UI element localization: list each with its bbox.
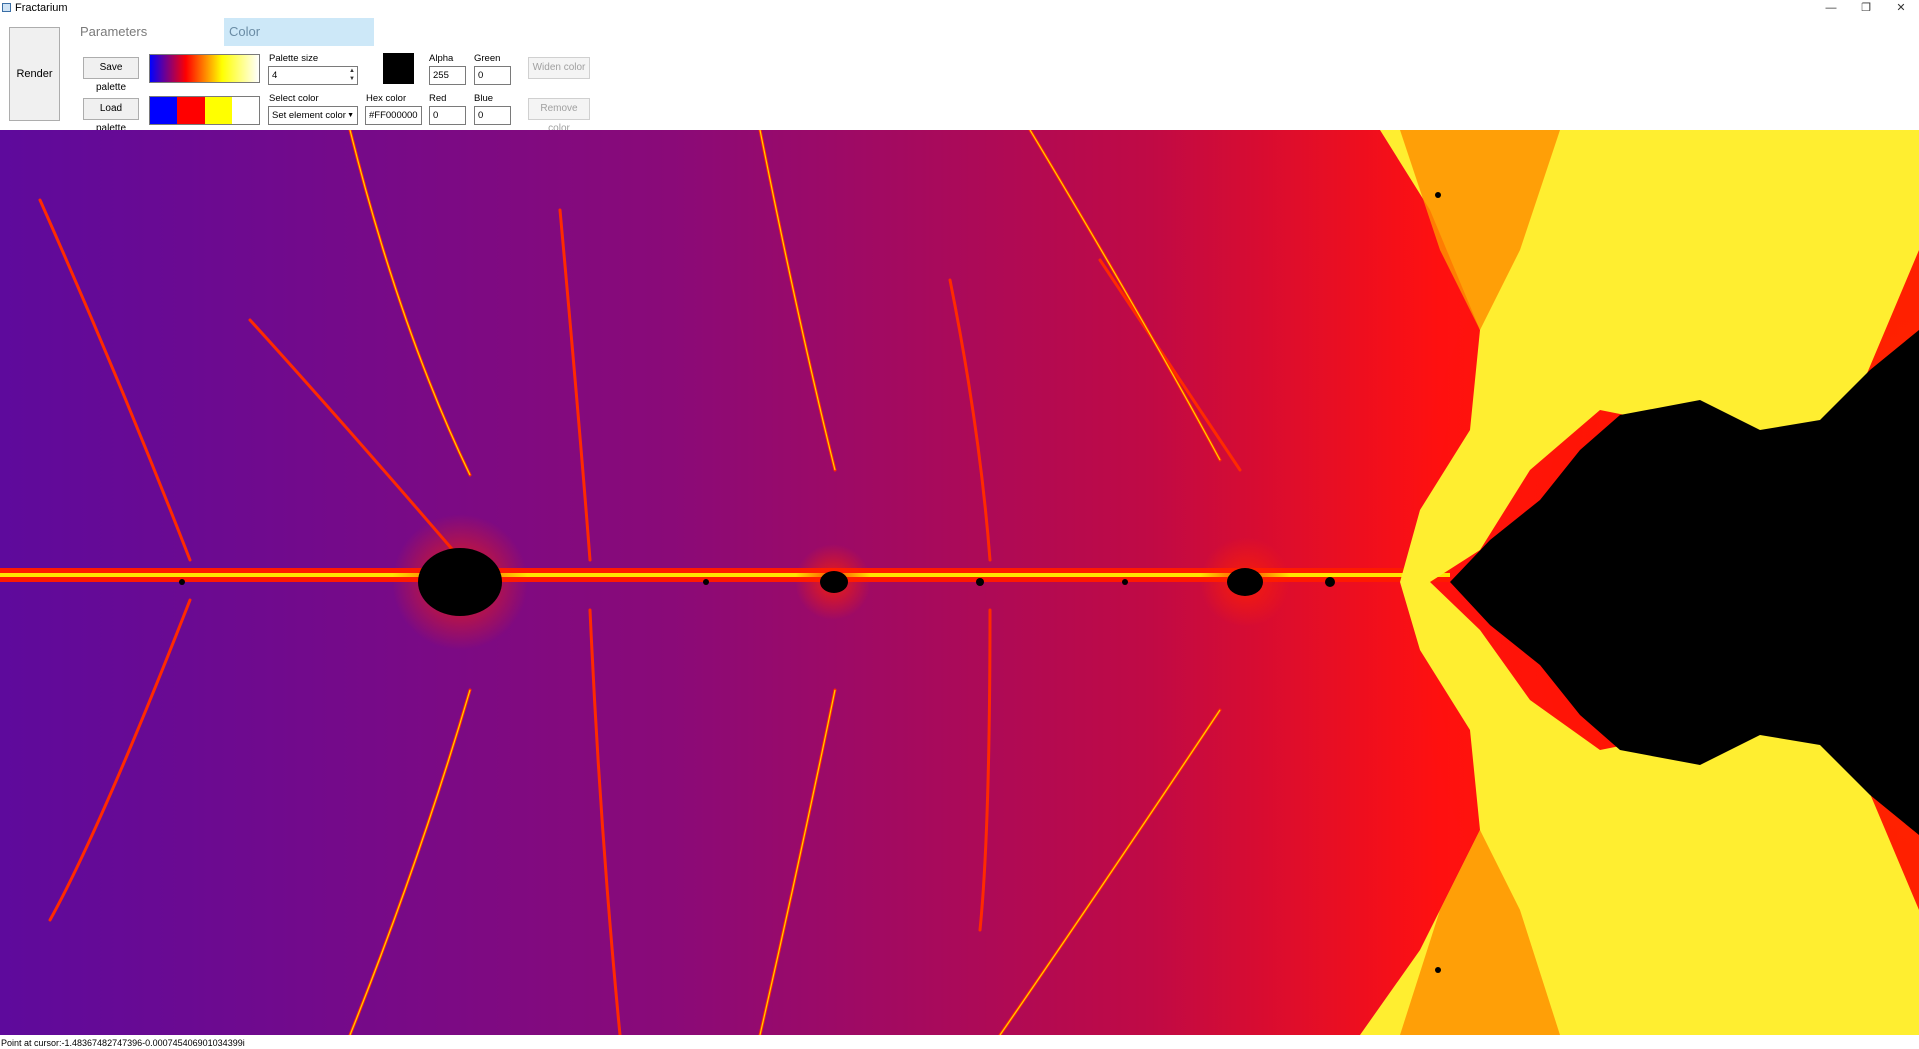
palette-size-stepper[interactable]: 4 ▲ ▼: [268, 66, 358, 85]
tab-color[interactable]: Color: [224, 18, 374, 46]
render-button[interactable]: Render: [9, 27, 60, 121]
spin-up-icon[interactable]: ▲: [349, 68, 355, 74]
title-bar: Fractarium — ❐ ✕: [0, 0, 1919, 16]
palette-swatch-red[interactable]: [177, 97, 205, 124]
toolbar: Render Parameters Color Save palette Loa…: [0, 16, 1919, 134]
remove-color-button[interactable]: Remove color: [528, 98, 590, 134]
blue-label: Blue: [474, 93, 494, 104]
minimize-button[interactable]: —: [1825, 2, 1837, 14]
palette-gradient-preview: [149, 54, 260, 83]
alpha-field[interactable]: 255: [429, 66, 466, 85]
select-color-value: Set element color: [272, 110, 346, 121]
palette-size-value: 4: [272, 70, 278, 81]
alpha-label: Alpha: [429, 53, 454, 64]
fractal-canvas[interactable]: [0, 130, 1919, 1035]
mandelbrot-orange-edges: [1400, 130, 1560, 1035]
fractal-filaments-bright: [349, 130, 1221, 1035]
palette-size-label: Palette size: [269, 53, 319, 64]
blue-field[interactable]: 0: [474, 106, 511, 125]
red-label: Red: [429, 93, 447, 104]
green-field[interactable]: 0: [474, 66, 511, 85]
load-palette-button[interactable]: Load palette: [83, 98, 139, 134]
close-button[interactable]: ✕: [1896, 2, 1906, 14]
restore-button[interactable]: ❐: [1861, 2, 1871, 14]
green-label: Green: [474, 53, 501, 64]
status-bar: Point at cursor:-1.48367482747396-0.0007…: [0, 1037, 1919, 1049]
palette-swatch-blue[interactable]: [150, 97, 178, 124]
tab-parameters[interactable]: Parameters: [80, 24, 148, 39]
hex-color-field[interactable]: #FF000000: [365, 106, 422, 125]
current-color-swatch: [383, 53, 414, 84]
palette-swatch-yellow[interactable]: [204, 97, 232, 124]
cursor-coordinates: Point at cursor:-1.48367482747396-0.0007…: [1, 1038, 245, 1048]
widen-color-button[interactable]: Widen color: [528, 57, 590, 79]
hex-color-label: Hex color: [366, 93, 407, 104]
save-palette-button[interactable]: Save palette: [83, 57, 139, 93]
select-color-label: Select color: [269, 93, 319, 104]
select-color-dropdown[interactable]: Set element color ▼: [268, 106, 358, 125]
chevron-down-icon: ▼: [347, 112, 354, 119]
spin-down-icon[interactable]: ▼: [349, 76, 355, 82]
red-field[interactable]: 0: [429, 106, 466, 125]
palette-swatch-white[interactable]: [231, 97, 259, 124]
mandelbrot-yellow-edges: [1360, 130, 1919, 1035]
palette-swatches: [149, 96, 260, 125]
window-title: Fractarium: [15, 2, 68, 14]
app-icon: [2, 3, 11, 12]
mandelbrot-set-black: [179, 192, 1919, 973]
